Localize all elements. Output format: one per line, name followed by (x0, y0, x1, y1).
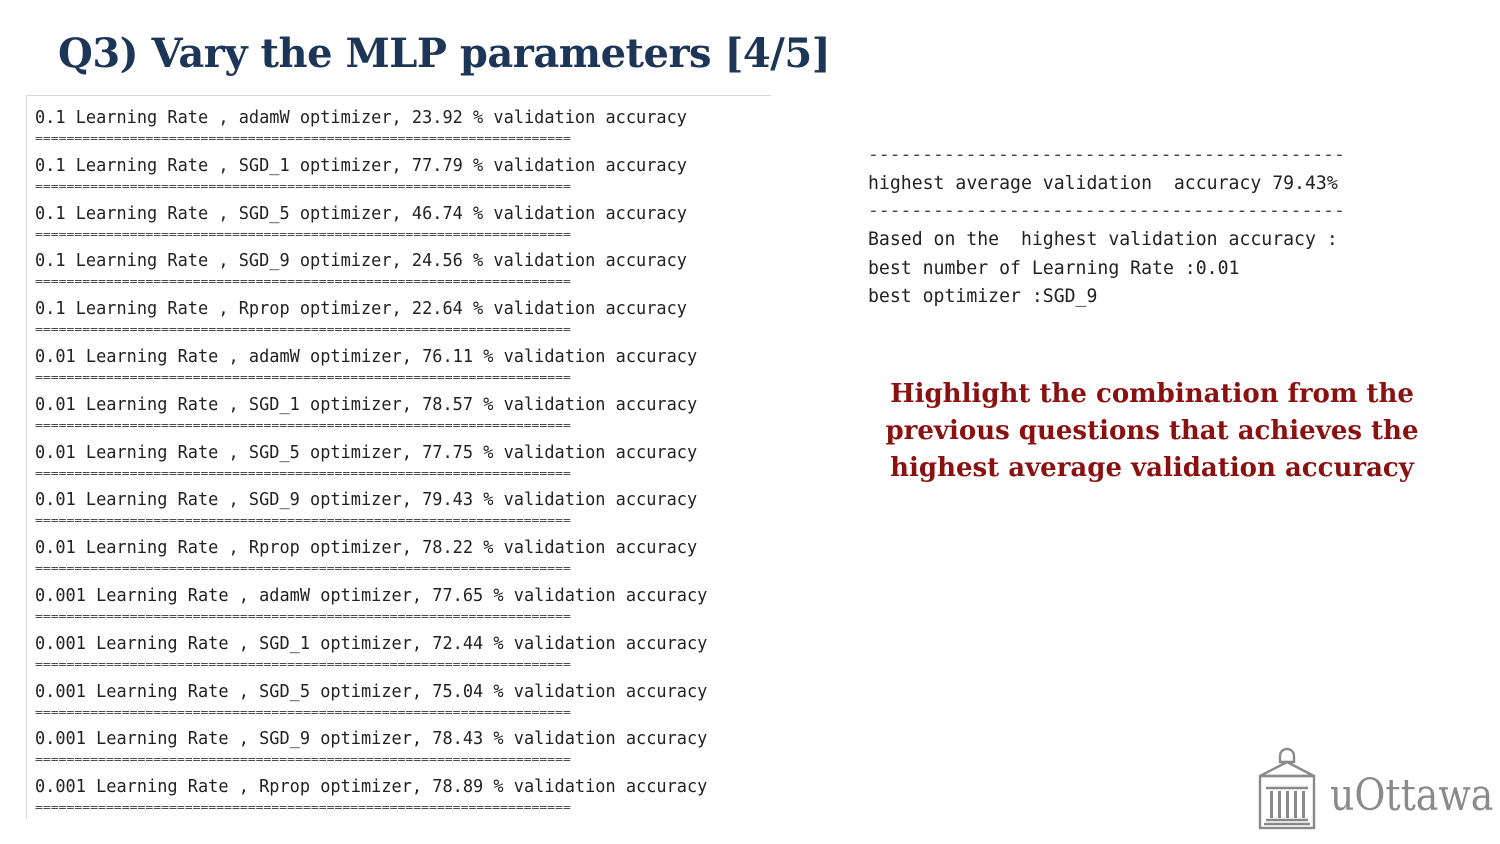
result-line: 0.01 Learning Rate , SGD_5 optimizer, 77… (35, 441, 698, 463)
result-line: 0.01 Learning Rate , Rprop optimizer, 78… (35, 537, 698, 559)
uottawa-logo: uOttawa (1256, 746, 1496, 832)
result-line: 0.001 Learning Rate , Rprop optimizer, 7… (35, 776, 708, 798)
result-line: 0.1 Learning Rate , adamW optimizer, 23.… (35, 107, 687, 128)
result-line: 0.01 Learning Rate , adamW optimizer, 76… (35, 346, 698, 367)
highlight-note: Highlight the combination from the previ… (885, 379, 1419, 483)
console-output-right: ----------------------------------------… (868, 138, 1468, 318)
result-line: 0.001 Learning Rate , adamW optimizer, 7… (35, 585, 708, 606)
separator-line: ========================================… (35, 371, 571, 384)
separator-line: ========================================… (35, 466, 571, 480)
separator-line: ========================================… (35, 705, 571, 719)
separator-line: ========================================… (35, 562, 571, 576)
best-optimizer-line: best optimizer :SGD_9 (868, 285, 1098, 307)
separator-line: ========================================… (35, 179, 571, 193)
dash-separator-top: ----------------------------------------… (868, 144, 1345, 165)
result-line: 0.001 Learning Rate , SGD_5 optimizer, 7… (35, 680, 708, 702)
highest-accuracy-line: highest average validation accuracy 79.4… (868, 172, 1338, 194)
separator-line: ========================================… (35, 132, 571, 145)
separator-line: ========================================… (35, 227, 571, 241)
separator-line: ========================================… (35, 514, 571, 528)
result-line: 0.1 Learning Rate , SGD_5 optimizer, 46.… (35, 202, 687, 224)
result-line: 0.01 Learning Rate , SGD_9 optimizer, 79… (35, 489, 698, 511)
best-learning-rate-line: best number of Learning Rate :0.01 (868, 257, 1240, 279)
result-line: 0.1 Learning Rate , SGD_1 optimizer, 77.… (35, 154, 687, 176)
separator-line: ========================================… (35, 323, 571, 337)
separator-line: ========================================… (35, 753, 571, 767)
separator-line: ========================================… (35, 657, 571, 671)
result-line: 0.001 Learning Rate , SGD_9 optimizer, 7… (35, 728, 708, 750)
separator-line: ========================================… (35, 275, 571, 289)
dash-separator-bottom: ----------------------------------------… (868, 200, 1345, 221)
logo-wordmark: uOttawa (1330, 770, 1494, 821)
separator-line: ========================================… (35, 801, 571, 815)
result-line: 0.1 Learning Rate , Rprop optimizer, 22.… (35, 298, 687, 320)
separator-line: ========================================… (35, 610, 571, 623)
result-line: 0.01 Learning Rate , SGD_1 optimizer, 78… (35, 393, 698, 415)
result-line: 0.001 Learning Rate , SGD_1 optimizer, 7… (35, 632, 708, 654)
separator-line: ========================================… (35, 418, 571, 432)
result-line: 0.1 Learning Rate , SGD_9 optimizer, 24.… (35, 250, 687, 272)
console-output-left: 0.1 Learning Rate , adamW optimizer, 23.… (26, 95, 771, 819)
slide-title: Q3) Vary the MLP parameters [4/5] (58, 30, 831, 77)
based-on-line: Based on the highest validation accuracy… (868, 228, 1338, 250)
university-building-icon (1258, 747, 1316, 830)
